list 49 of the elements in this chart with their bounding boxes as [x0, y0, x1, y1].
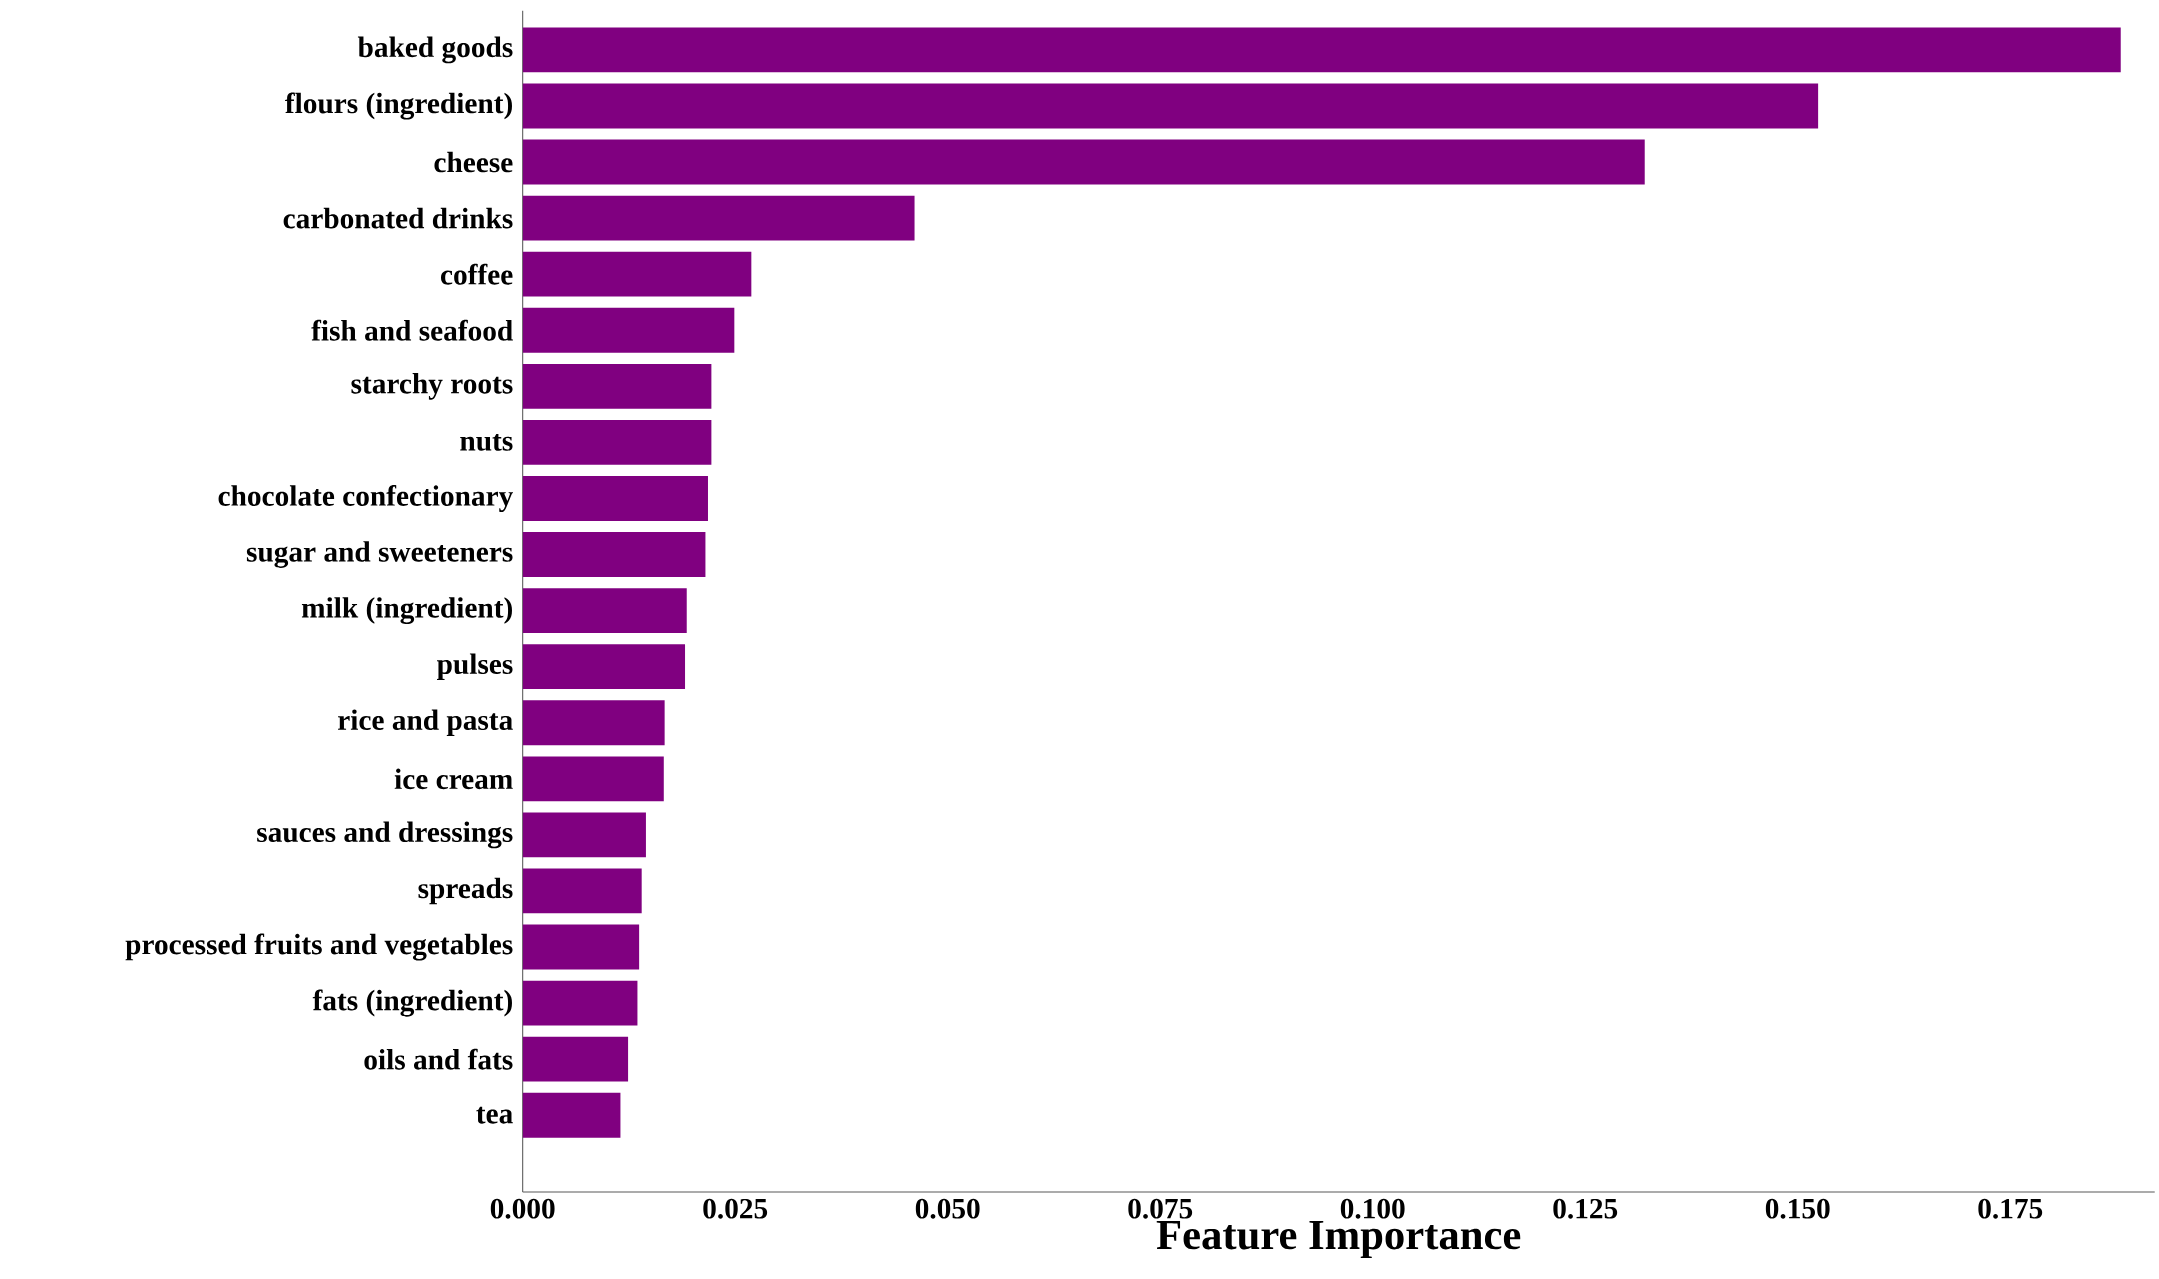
- y-tick-label: ice cream: [394, 768, 513, 790]
- bar: [522, 532, 706, 577]
- y-tick-label: processed fruits and vegetables: [125, 933, 513, 961]
- x-tick-label: 0.100: [1340, 1198, 1405, 1219]
- y-tick-label: milk (ingredient): [301, 597, 512, 625]
- y-tick-label: pulses: [437, 653, 513, 680]
- y-tick-label: carbonated drinks: [283, 207, 513, 229]
- bar: [522, 1036, 629, 1082]
- y-tick-label: nuts: [460, 433, 513, 451]
- x-tick-label: 0.050: [915, 1198, 980, 1219]
- x-tick-label: 0.150: [1765, 1198, 1830, 1219]
- y-tick-label: rice and pasta: [338, 709, 513, 737]
- y-tick-label: tea: [476, 1106, 513, 1124]
- y-tick-label: fish and seafood: [311, 319, 513, 341]
- y-tick-label: sugar and sweeteners: [246, 541, 513, 568]
- x-tick-label: 0.025: [703, 1198, 768, 1219]
- y-tick-label: starchy roots: [351, 373, 513, 400]
- y-tick-label: baked goods: [357, 36, 513, 64]
- bar: [522, 139, 1645, 185]
- bar: [522, 924, 640, 970]
- bar: [522, 363, 712, 409]
- x-tick-label: 0.125: [1553, 1198, 1618, 1219]
- y-tick-label: flours (ingredient): [285, 92, 512, 120]
- y-tick-label: cheese: [434, 151, 513, 173]
- bar: [522, 83, 1819, 129]
- bar: [522, 1092, 621, 1138]
- y-tick-label: coffee: [441, 263, 513, 285]
- bar: [522, 980, 638, 1026]
- x-axis-title: Feature Importance: [1156, 1221, 1521, 1259]
- y-tick-label: oils and fats: [364, 1048, 513, 1070]
- bar: [522, 644, 686, 690]
- y-tick-label: spreads: [418, 877, 513, 905]
- bar: [522, 251, 752, 297]
- x-tick-label: 0.075: [1128, 1198, 1193, 1219]
- bar: [522, 588, 687, 634]
- bar: [522, 756, 664, 802]
- bar: [522, 868, 642, 914]
- bar: [522, 700, 665, 746]
- x-tick-label: 0.000: [490, 1198, 555, 1219]
- y-tick-label: fats (ingredient): [312, 989, 512, 1017]
- bar: [522, 812, 646, 858]
- y-tick-label: chocolate confectionary: [218, 484, 513, 512]
- bar: [522, 307, 735, 353]
- bar: [522, 195, 915, 241]
- bar: [522, 27, 2121, 73]
- x-tick-label: 0.175: [1978, 1198, 2043, 1219]
- bar: [522, 476, 708, 521]
- bar: [522, 419, 712, 465]
- y-tick-label: sauces and dressings: [257, 821, 513, 849]
